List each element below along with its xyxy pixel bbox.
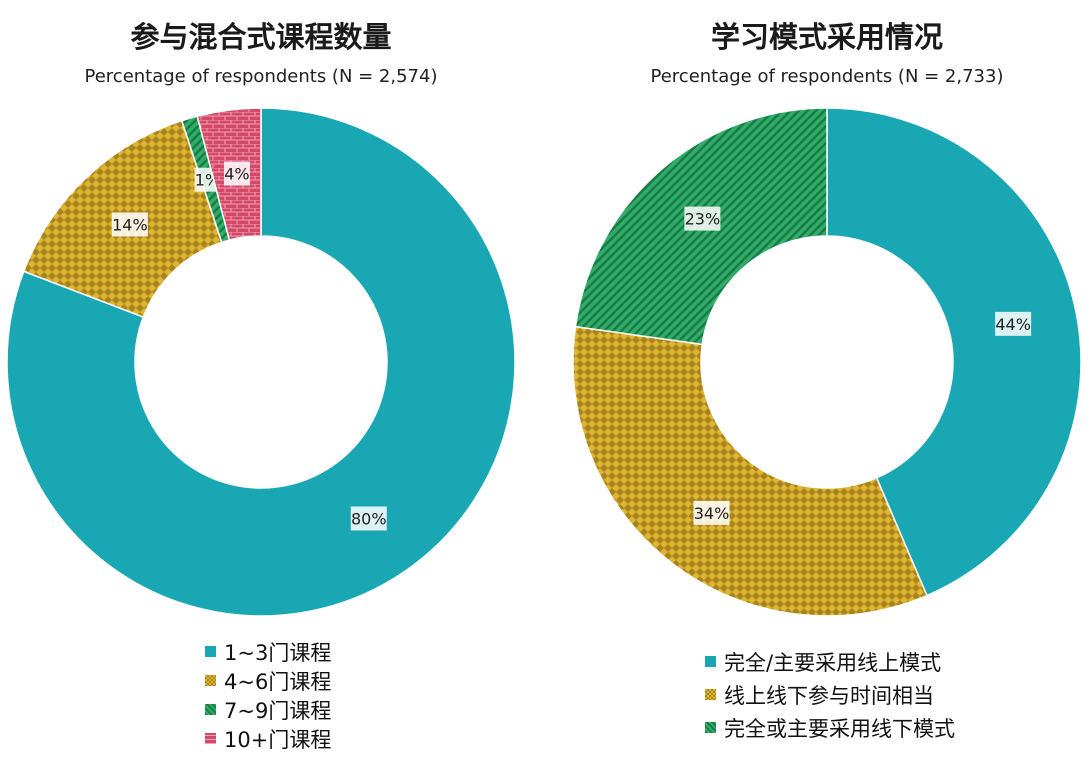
legend-swatch xyxy=(205,675,216,686)
data-label: 4% xyxy=(224,165,249,184)
data-label-background xyxy=(693,500,730,525)
right-donut: 44% 34% 23% xyxy=(572,107,1082,617)
left-donut: 80%14%1% 4% xyxy=(6,107,516,617)
legend-swatch xyxy=(705,722,716,733)
legend-label: 完全或主要采用线下模式 xyxy=(724,716,955,741)
legend-item: 4~6门课程 xyxy=(205,666,331,695)
right-chart-subtitle: Percentage of respondents (N = 2,733) xyxy=(650,66,1004,87)
legend-swatch xyxy=(205,646,216,657)
legend-swatch xyxy=(705,689,716,700)
legend-label: 10+门课程 xyxy=(224,727,332,752)
legend-label: 7~9门课程 xyxy=(224,698,332,723)
data-label-background xyxy=(111,212,148,237)
legend-label: 完全/主要采用线上模式 xyxy=(724,650,942,675)
legend-item: 1~3门课程 xyxy=(205,637,331,666)
legend-item: 线上线下参与时间相当 xyxy=(705,678,955,711)
legend-item: 完全/主要采用线上模式 xyxy=(705,645,955,678)
legend-label: 线上线下参与时间相当 xyxy=(724,683,934,708)
legend-label: 1~3门课程 xyxy=(224,640,332,665)
data-label-background xyxy=(684,206,721,231)
right-legend: 完全/主要采用线上模式 线上线下参与时间相当 完全或主要采用线下模式 xyxy=(705,645,955,744)
left-chart-subtitle: Percentage of respondents (N = 2,574) xyxy=(84,66,438,87)
data-label: 34% xyxy=(694,504,730,523)
data-label-background xyxy=(350,506,387,531)
data-label: 80% xyxy=(351,509,387,528)
data-label: 14% xyxy=(112,215,148,234)
legend-swatch xyxy=(705,656,716,667)
right-chart-title: 学习模式采用情况 xyxy=(710,20,943,54)
legend-item: 完全或主要采用线下模式 xyxy=(705,711,955,744)
donut-slice xyxy=(6,107,516,617)
left-chart-title: 参与混合式课程数量 xyxy=(130,20,392,54)
legend-swatch xyxy=(205,733,216,744)
donut-slice xyxy=(572,325,928,617)
legend-label: 4~6门课程 xyxy=(224,669,332,694)
left-legend: 1~3门课程 4~6门课程 7~9门课程 10+门课程 xyxy=(205,637,331,753)
data-label: 23% xyxy=(685,210,721,229)
donut-slice xyxy=(826,107,1082,597)
legend-swatch xyxy=(205,704,216,715)
data-label-background xyxy=(995,311,1032,336)
data-label: 44% xyxy=(995,315,1031,334)
legend-item: 10+门课程 xyxy=(205,724,331,753)
data-label-background xyxy=(223,161,250,186)
legend-item: 7~9门课程 xyxy=(205,695,331,724)
